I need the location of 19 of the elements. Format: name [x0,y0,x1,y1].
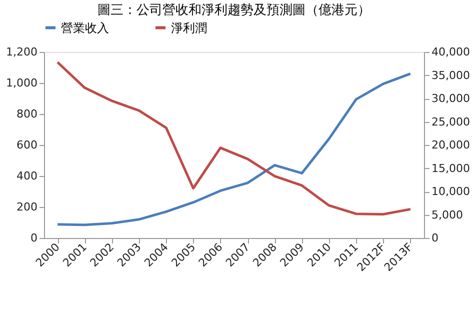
y2-tick-label: 0 [432,232,438,244]
y2-tick-label: 5,000 [432,208,463,222]
y-tick-label: 1,000 [6,76,38,90]
y-tick-label: 400 [16,170,38,182]
y2-tick-label: 25,000 [432,115,470,128]
legend-label: 淨利潤 [171,20,207,35]
legend-label: 營業收入 [61,20,109,35]
y-tick-label: 600 [16,138,38,152]
y-tick-label: 800 [16,108,38,120]
y2-tick-label: 40,000 [432,46,470,58]
y2-tick-label: 35,000 [432,68,470,82]
chart-title: 圖三：公司營收和淨利趨勢及預測圖（億港元） [98,3,370,18]
y-tick-label: 200 [16,200,38,214]
y2-tick-label: 20,000 [432,138,470,152]
y2-tick-label: 30,000 [432,92,470,105]
y-tick-label: 1,200 [6,46,38,58]
y2-tick-label: 15,000 [432,162,470,175]
y-tick-label: 0 [30,232,38,244]
y2-tick-label: 10,000 [432,185,470,198]
